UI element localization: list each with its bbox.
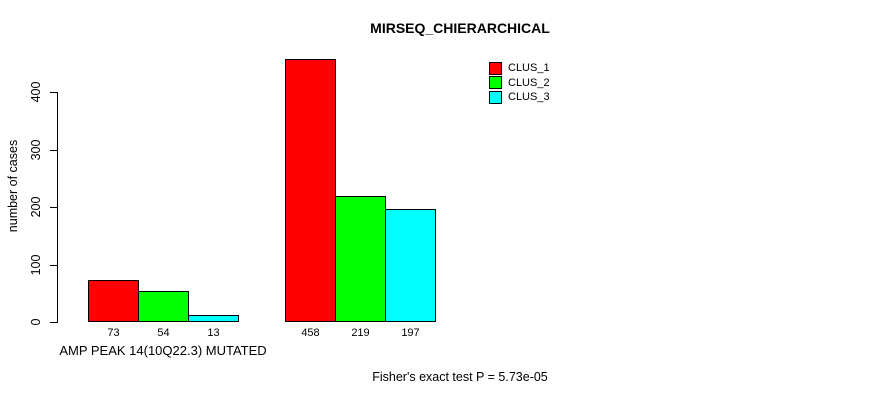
legend-swatch-clus_2 [489, 76, 502, 89]
y-tick-label: 200 [29, 196, 43, 218]
bar-clus_2-group2 [335, 196, 386, 322]
chart-title: MIRSEQ_CHIERARCHICAL [370, 20, 550, 36]
bar-value-label: 219 [351, 327, 370, 339]
legend-label: CLUS_2 [508, 76, 550, 89]
legend-label: CLUS_1 [508, 62, 550, 74]
bar-clus_1-group1 [88, 280, 139, 322]
y-axis-line [57, 92, 58, 323]
bar-value-label: 197 [401, 327, 420, 339]
x-axis-label: AMP PEAK 14(10Q22.3) MUTATED [59, 343, 267, 358]
bar-clus_2-group1 [138, 291, 189, 322]
bar-value-label: 458 [301, 327, 320, 339]
bar-value-label: 13 [207, 327, 220, 339]
legend-item-clus_2: CLUS_2 [489, 76, 550, 89]
fisher-test-footnote: Fisher's exact test P = 5.73e-05 [372, 370, 548, 384]
y-tick-mark [50, 207, 57, 208]
y-axis-label: number of cases [6, 139, 20, 233]
legend-label: CLUS_3 [508, 91, 550, 103]
legend: CLUS_1 CLUS_2 CLUS_3 [489, 61, 550, 106]
y-tick-label: 400 [29, 81, 43, 103]
y-tick-label: 100 [29, 254, 43, 276]
bar-clus_3-group2 [385, 209, 436, 322]
bar-clus_3-group1 [188, 315, 239, 322]
bar-value-label: 54 [157, 327, 170, 339]
legend-swatch-clus_1 [489, 61, 502, 75]
legend-swatch-clus_3 [489, 90, 502, 104]
y-tick-mark [50, 265, 57, 266]
legend-item-clus_3: CLUS_3 [489, 90, 550, 104]
bar-clus_1-group2 [285, 59, 336, 322]
bar-value-label: 73 [107, 327, 120, 339]
y-tick-label: 0 [29, 318, 43, 326]
y-tick-label: 300 [29, 139, 43, 161]
y-tick-mark [50, 92, 57, 93]
y-tick-mark [50, 150, 57, 151]
y-tick-mark [50, 322, 57, 323]
legend-item-clus_1: CLUS_1 [489, 61, 550, 75]
